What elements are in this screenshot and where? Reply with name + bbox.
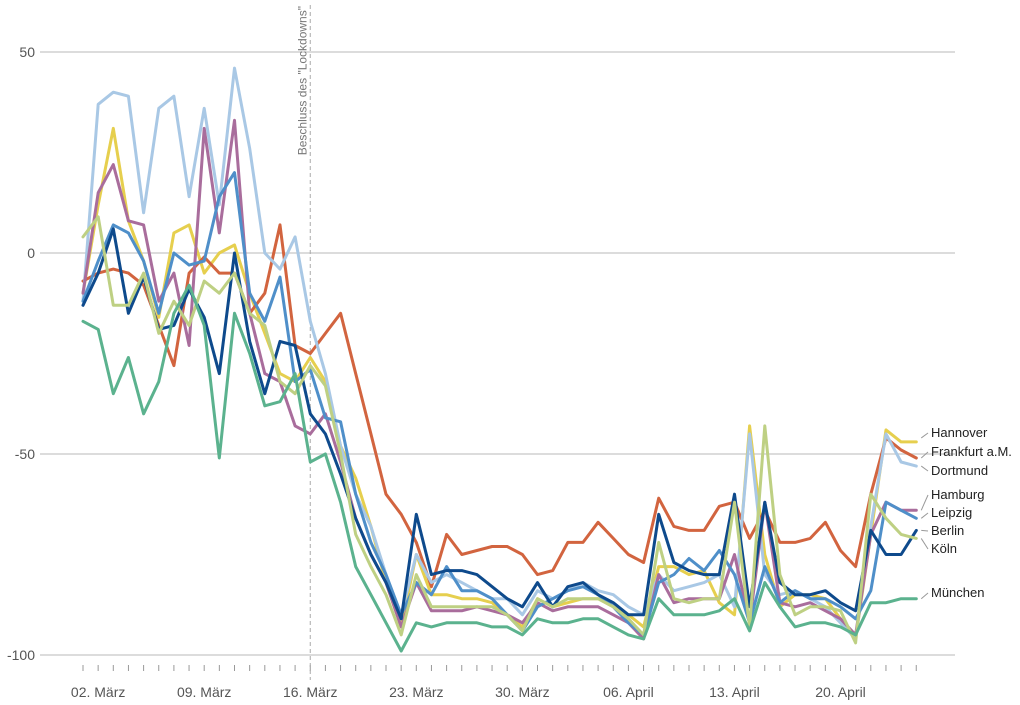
legend: Hannover Frankfurt a.M. Dortmund Hamburg Lei… xyxy=(920,425,1012,600)
series-line-leipzig xyxy=(81,171,918,637)
legend-label: Frankfurt a.M. xyxy=(931,444,1012,459)
x-tick-label: 09. März xyxy=(177,684,231,700)
x-tick-label: 30. März xyxy=(495,684,549,700)
x-tick-label: 20. April xyxy=(815,684,866,700)
series-line-münchen xyxy=(81,283,918,653)
legend-leader xyxy=(920,451,929,459)
series-line-hannover xyxy=(81,126,918,641)
x-axis: 02. März 09. März 16. März 23. März 30. März… xyxy=(71,665,917,700)
legend-leader xyxy=(920,432,929,439)
legend-leader xyxy=(920,538,929,550)
series-line-köln xyxy=(81,215,918,645)
series-line-frankfurt-a-m xyxy=(81,223,918,589)
legend-label: Berlin xyxy=(931,523,964,538)
legend-label: München xyxy=(931,585,984,600)
x-tick-label: 02. März xyxy=(71,684,125,700)
series-lines xyxy=(81,66,918,653)
series-line-hamburg xyxy=(81,118,918,641)
series-line-berlin xyxy=(81,227,918,621)
x-tick-label: 16. März xyxy=(283,684,337,700)
y-tick-label: 50 xyxy=(19,44,35,60)
y-tick-label: -50 xyxy=(15,446,35,462)
legend-leader xyxy=(920,592,929,600)
legend-label: Hannover xyxy=(931,425,988,440)
x-tick-label: 23. März xyxy=(389,684,443,700)
legend-label: Leipzig xyxy=(931,505,972,520)
lockdown-annotation: Beschluss des "Lockdowns" xyxy=(295,6,309,155)
legend-leader xyxy=(920,465,929,472)
legend-label: Dortmund xyxy=(931,463,988,478)
legend-label: Köln xyxy=(931,541,957,556)
x-tick-label: 06. April xyxy=(603,684,654,700)
legend-leader xyxy=(920,494,929,511)
legend-leader xyxy=(921,529,929,532)
y-tick-label: 0 xyxy=(27,245,35,261)
legend-leader xyxy=(920,512,929,519)
legend-label: Hamburg xyxy=(931,487,984,502)
x-tick-label: 13. April xyxy=(709,684,760,700)
y-tick-label: -100 xyxy=(7,647,35,663)
gridlines xyxy=(40,51,955,656)
